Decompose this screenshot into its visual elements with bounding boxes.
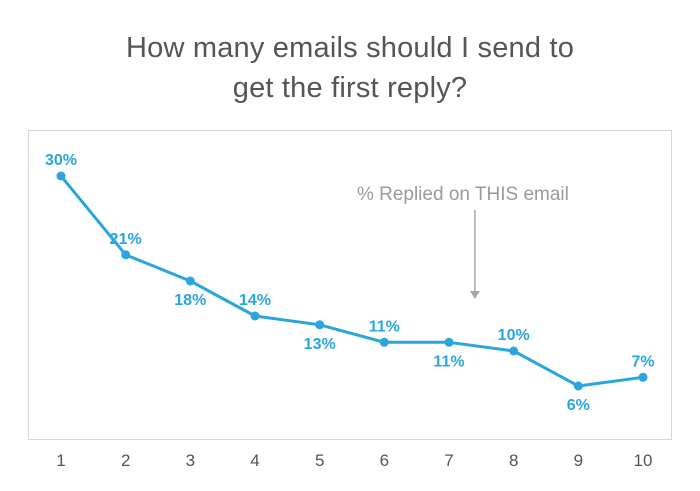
data-point-6 [379, 337, 389, 347]
plot-frame [28, 130, 672, 440]
data-point-5 [315, 320, 325, 330]
data-point-4 [250, 311, 260, 321]
data-label-9: 6% [567, 397, 590, 414]
x-tick-label-1: 1 [56, 451, 65, 470]
x-tick-label-10: 10 [634, 451, 653, 470]
data-point-9 [573, 381, 583, 391]
data-point-1 [56, 171, 66, 181]
data-label-3: 18% [174, 292, 206, 309]
series-line [59, 174, 645, 388]
data-label-1: 30% [45, 152, 77, 169]
x-tick-label-2: 2 [121, 451, 130, 470]
data-label-5: 13% [304, 336, 336, 353]
x-axis-ticks: 1 2 3 4 5 6 7 8 9 10 [56, 451, 652, 470]
x-tick-label-9: 9 [574, 451, 583, 470]
data-point-10 [638, 372, 648, 382]
data-point-2 [121, 250, 131, 260]
data-point-8 [509, 346, 519, 356]
chart-title-line-1: How many emails should I send to [125, 32, 575, 64]
x-tick-label-8: 8 [509, 451, 518, 470]
x-tick-label-7: 7 [444, 451, 453, 470]
data-label-2: 21% [110, 231, 142, 248]
x-tick-label-5: 5 [315, 451, 324, 470]
data-label-10: 7% [631, 353, 654, 370]
x-tick-label-6: 6 [380, 451, 389, 470]
data-point-7 [444, 337, 454, 347]
x-tick-label-3: 3 [186, 451, 195, 470]
data-label-8: 10% [498, 327, 530, 344]
data-label-7: 11% [433, 353, 464, 370]
annotation-text: % Replied on THIS email [357, 184, 569, 205]
annotation-arrow-head [469, 291, 480, 299]
chart-title-line-2: get the first reply? [232, 72, 468, 104]
chart-title: How many emails should I send to get the… [0, 28, 700, 108]
data-point-3 [185, 276, 195, 286]
x-tick-label-4: 4 [250, 451, 259, 470]
data-label-4: 14% [239, 292, 271, 309]
data-label-6: 11% [369, 318, 400, 335]
series-layer: 30% 21% 18% 14% 13% 11% 11% 10% 6% 7% [45, 152, 655, 414]
annotation: % Replied on THIS email [357, 184, 569, 299]
